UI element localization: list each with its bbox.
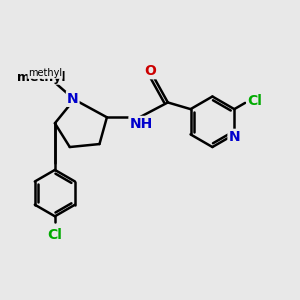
Text: Cl: Cl bbox=[47, 228, 62, 242]
Text: N: N bbox=[229, 130, 240, 144]
Text: N: N bbox=[67, 92, 79, 106]
Text: Cl: Cl bbox=[247, 94, 262, 108]
Text: methyl: methyl bbox=[17, 71, 66, 84]
Text: methyl: methyl bbox=[28, 68, 62, 78]
Text: NH: NH bbox=[130, 117, 153, 131]
Text: O: O bbox=[144, 64, 156, 78]
